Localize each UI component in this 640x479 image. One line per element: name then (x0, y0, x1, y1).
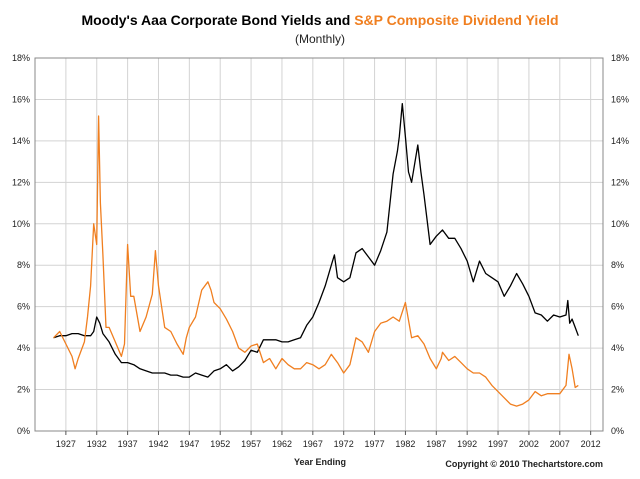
x-axis-label: Year Ending (294, 457, 346, 467)
y-axis-left: 0% 2% 4% 6% 8% 10% 12% 14% 16% 18% (12, 53, 30, 436)
y-tick-label-left: 18% (12, 53, 30, 63)
y-tick-label-left: 10% (12, 219, 30, 229)
x-tick-label: 1987 (426, 439, 446, 449)
x-tick-label: 1947 (179, 439, 199, 449)
y-tick-label-left: 0% (17, 426, 30, 436)
chart-subtitle: (Monthly) (295, 32, 345, 46)
x-tick-label: 1972 (334, 439, 354, 449)
plot-frame (34, 57, 604, 432)
x-axis: 1927 1932 1937 1942 1947 1952 1957 1962 1967 1972… (56, 431, 601, 449)
y-tick-label-left: 4% (17, 343, 30, 353)
x-tick-label: 1937 (118, 439, 138, 449)
y-tick-label-left: 2% (17, 385, 30, 395)
y-tick-label-left: 12% (12, 177, 30, 187)
y-tick-label-right: 8% (611, 260, 624, 270)
x-tick-label: 1927 (56, 439, 76, 449)
x-tick-label: 1952 (210, 439, 230, 449)
x-tick-label: 1942 (148, 439, 168, 449)
title-bond-part: Moody's Aaa Corporate Bond Yields and (81, 12, 354, 28)
y-tick-label-right: 12% (611, 177, 629, 187)
x-tick-label: 1932 (87, 439, 107, 449)
y-tick-label-right: 2% (611, 385, 624, 395)
y-tick-label-left: 8% (17, 260, 30, 270)
y-tick-label-left: 14% (12, 136, 30, 146)
y-tick-label-right: 16% (611, 94, 629, 104)
x-tick-label: 1957 (241, 439, 261, 449)
y-tick-label-right: 18% (611, 53, 629, 63)
x-tick-label: 1962 (272, 439, 292, 449)
x-tick-label: 1997 (488, 439, 508, 449)
y-tick-label-right: 6% (611, 302, 624, 312)
dividend-series-line (53, 115, 579, 407)
y-tick-label-left: 6% (17, 302, 30, 312)
y-tick-label-right: 14% (611, 136, 629, 146)
y-tick-label-right: 10% (611, 219, 629, 229)
title-dividend-part: S&P Composite Dividend Yield (354, 12, 558, 28)
x-tick-label: 2002 (519, 439, 539, 449)
series-lines (53, 102, 579, 407)
y-tick-label-right: 4% (611, 343, 624, 353)
x-tick-label: 1992 (457, 439, 477, 449)
y-axis-right: 0% 2% 4% 6% 8% 10% 12% 14% 16% 18% (611, 53, 629, 436)
grid-lines (35, 58, 603, 431)
x-tick-label: 1977 (365, 439, 385, 449)
x-tick-label: 2012 (581, 439, 601, 449)
bond-series-line (53, 102, 579, 378)
x-tick-label: 1982 (395, 439, 415, 449)
y-tick-label-left: 16% (12, 94, 30, 104)
copyright-credit: Copyright © 2010 Thechartstore.com (445, 459, 603, 469)
chart-title: Moody's Aaa Corporate Bond Yields and S&… (81, 12, 558, 28)
x-tick-label: 2007 (550, 439, 570, 449)
x-tick-label: 1967 (303, 439, 323, 449)
y-tick-label-right: 0% (611, 426, 624, 436)
